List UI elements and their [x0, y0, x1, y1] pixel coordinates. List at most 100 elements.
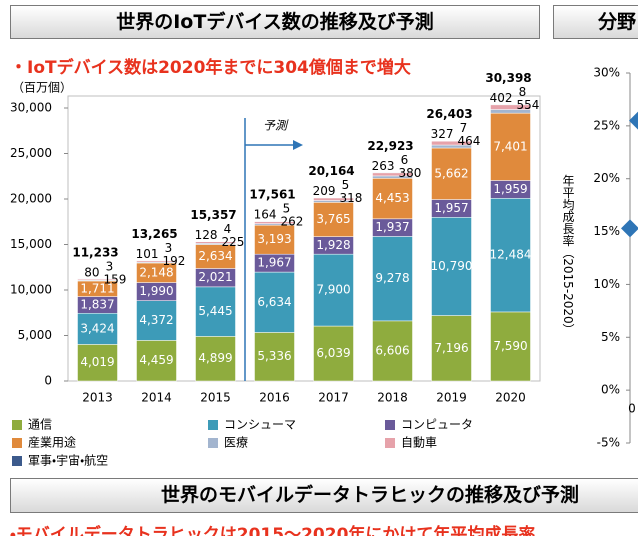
data-label: 402: [490, 91, 513, 105]
data-label: 4,453: [375, 191, 409, 205]
bar-segment: [254, 332, 295, 382]
legend-label: コンシューマ: [224, 418, 296, 432]
data-label: 262: [281, 215, 304, 229]
bar-segment: [490, 311, 531, 382]
data-label: 128: [195, 228, 218, 242]
legend-label: 自動車: [401, 436, 437, 450]
y-tick-label: 25,000: [10, 146, 52, 160]
bar-segment: [195, 241, 236, 243]
legend-swatch: [208, 420, 218, 430]
bar-segment: [490, 198, 531, 313]
data-label: 1,990: [139, 284, 173, 298]
y-tick-label: 15,000: [10, 237, 52, 251]
y-tick-label: 20,000: [10, 192, 52, 206]
data-label: 3: [106, 259, 114, 273]
data-label: 3,193: [257, 232, 291, 246]
legend-swatch: [12, 438, 22, 448]
data-label: 7: [460, 121, 468, 135]
bar-segment: [136, 300, 177, 341]
data-label: 7,590: [493, 339, 527, 353]
data-label: 3,424: [80, 321, 114, 335]
bar-segment: [490, 112, 531, 181]
bar-segment: [254, 224, 295, 255]
y-tick-label: 30%: [593, 66, 620, 80]
data-label: 192: [163, 254, 186, 268]
data-label: 6,606: [375, 343, 409, 357]
data-label: 6,039: [316, 346, 350, 360]
data-label: 3,765: [316, 212, 350, 226]
x-tick-label: 2018: [377, 391, 408, 405]
legend-swatch: [12, 420, 22, 430]
y-axis-label: 年平均成長率（2015-2020）: [561, 174, 575, 336]
data-label: 5: [283, 202, 291, 216]
data-label: 8: [519, 85, 527, 99]
data-label: 225: [222, 235, 245, 249]
bar-segment: [372, 172, 413, 174]
data-label: 2,148: [139, 265, 173, 279]
data-label: 164: [254, 208, 277, 222]
y-tick-label: 10%: [593, 277, 620, 291]
data-label: 4,019: [80, 355, 114, 369]
data-label: 4,459: [139, 353, 173, 367]
data-label: 2,021: [198, 270, 232, 284]
data-label: 1,711: [80, 281, 114, 295]
data-label: 4,372: [139, 313, 173, 327]
total-label: 22,923: [367, 139, 413, 153]
legend-label: 産業用途: [28, 436, 76, 450]
total-label: 15,357: [190, 208, 236, 222]
annotation: 予測: [263, 119, 289, 133]
forecast-arrowhead: [293, 140, 303, 150]
legend-swatch: [208, 438, 218, 448]
bar-segment: [431, 315, 472, 382]
x-tick-label: 2016: [259, 391, 290, 405]
section-note: ・モバイルデータトラヒックは2015～2020年にかけて年平均成長率: [10, 525, 536, 536]
data-label: 1,837: [80, 297, 114, 311]
bar-segment: [313, 197, 354, 199]
x-tick-label: 2017: [318, 391, 349, 405]
x-tick-label: 2019: [436, 391, 467, 405]
bar-segment: [254, 220, 295, 222]
data-label: 7,401: [493, 139, 527, 153]
bar-segment: [490, 104, 531, 106]
data-label: 263: [372, 159, 395, 173]
x-tick-label: 2014: [141, 391, 172, 405]
bar-segment: [136, 260, 177, 262]
legend-label: 軍事・宇宙・航空: [28, 454, 108, 468]
legend-swatch: [385, 420, 395, 430]
legend-label: 通信: [28, 418, 52, 432]
bar-segment: [195, 286, 236, 337]
y-axis-label: （百万個）: [12, 81, 72, 95]
section-title: 世界のモバイルデータトラヒックの推移及び予測: [10, 478, 638, 513]
data-label: 159: [104, 272, 127, 286]
bar-segment: [195, 336, 236, 382]
legend-swatch: [12, 456, 22, 466]
bar-segment: [136, 340, 177, 382]
y-tick-label: -5%: [597, 436, 620, 450]
total-label: 17,561: [249, 188, 295, 202]
bar-segment: [313, 253, 354, 327]
total-label: 30,398: [485, 71, 531, 85]
data-label: 209: [313, 184, 336, 198]
y-tick-label: 15%: [593, 224, 620, 238]
chart-subtitle: ・IoTデバイス数は2020年までに304億個まで増大: [10, 58, 411, 78]
data-label: 318: [340, 191, 363, 205]
y-tick-label: 5,000: [18, 328, 52, 342]
y-tick-label: 20%: [593, 171, 620, 185]
data-label: 5,445: [198, 304, 232, 318]
data-label: 464: [458, 134, 481, 148]
data-label: 2,634: [198, 249, 232, 263]
y-tick-label: 25%: [593, 118, 620, 132]
bar-segment: [77, 278, 118, 280]
data-label: 380: [399, 166, 422, 180]
bar-segment: [431, 147, 472, 200]
legend-label: コンピュータ: [401, 418, 473, 432]
plot-frame: [67, 95, 541, 382]
total-label: 20,164: [308, 164, 354, 178]
point: [621, 219, 638, 238]
data-label: 554: [517, 98, 540, 112]
y-tick-label: 0: [44, 374, 52, 388]
data-label: 4,899: [198, 351, 232, 365]
data-label: 1,957: [434, 201, 468, 215]
legend-label: 医療: [224, 436, 248, 450]
